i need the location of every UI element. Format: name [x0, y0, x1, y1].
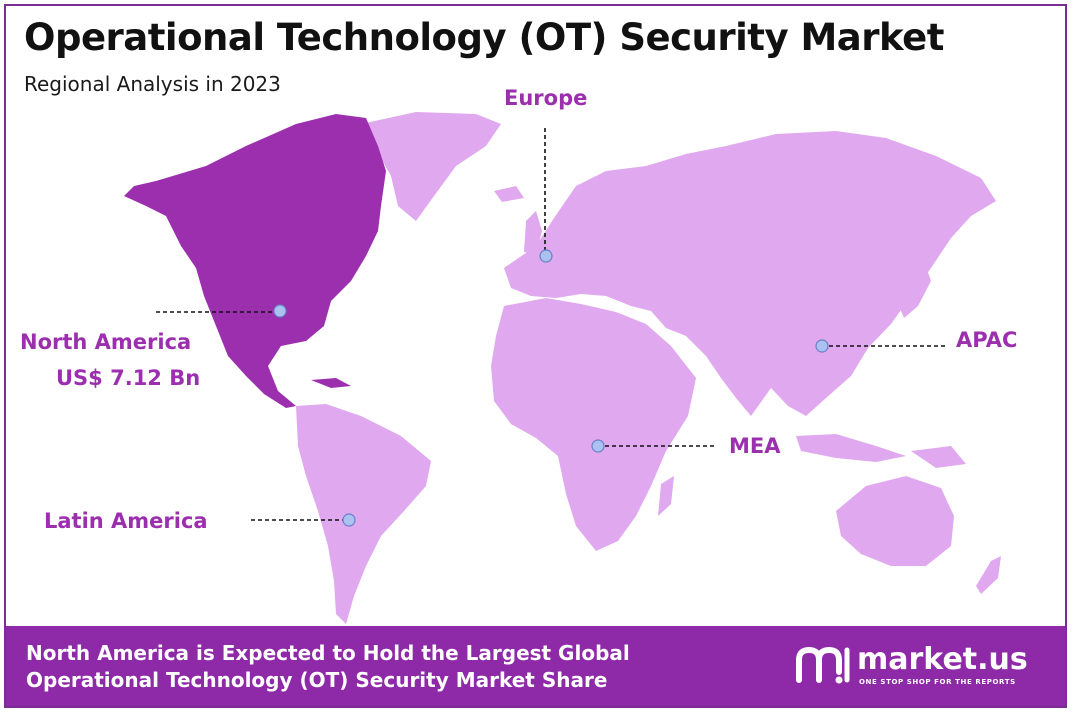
- europe-marker: [539, 249, 553, 263]
- europe-label: Europe: [504, 86, 588, 110]
- africa-shape: [491, 298, 696, 551]
- north-america-shape: [124, 114, 386, 408]
- eurasia-shape: [504, 131, 996, 416]
- new-zealand-shape: [976, 556, 1001, 594]
- north-america-label: North America: [20, 330, 192, 354]
- latin-america-shape: [296, 404, 431, 624]
- brand-tagline: ONE STOP SHOP FOR THE REPORTS: [859, 678, 1016, 686]
- mea-marker: [591, 439, 605, 453]
- north-america-value: US$ 7.12 Bn: [56, 366, 201, 390]
- new-guinea-shape: [911, 446, 966, 468]
- apac-marker: [815, 339, 829, 353]
- japan-shape: [898, 261, 931, 318]
- mea-label: MEA: [729, 434, 781, 458]
- greenland-shape: [361, 112, 501, 221]
- world-map: [124, 112, 1001, 624]
- north-america-marker: [273, 304, 287, 318]
- infographic-frame: Operational Technology (OT) Security Mar…: [4, 4, 1067, 708]
- footer-banner: North America is Expected to Hold the La…: [6, 626, 1065, 706]
- market-us-logo-icon: [796, 646, 850, 684]
- madagascar-shape: [658, 476, 674, 516]
- indonesia-shape: [796, 434, 906, 462]
- page-subtitle: Regional Analysis in 2023: [24, 72, 281, 96]
- footer-text: North America is Expected to Hold the La…: [26, 640, 630, 694]
- uk-shape: [524, 211, 542, 254]
- page-title: Operational Technology (OT) Security Mar…: [24, 16, 944, 59]
- footer-line-2: Operational Technology (OT) Security Mar…: [26, 668, 608, 692]
- iceland-shape: [494, 186, 524, 202]
- caribbean-shape: [311, 378, 351, 388]
- apac-label: APAC: [956, 328, 1018, 352]
- market-us-logo: market.us ONE STOP SHOP FOR THE REPORTS: [795, 642, 1035, 690]
- latin-america-marker: [342, 513, 356, 527]
- latin-america-label: Latin America: [44, 509, 208, 533]
- australia-shape: [836, 476, 954, 566]
- footer-line-1: North America is Expected to Hold the La…: [26, 641, 630, 665]
- brand-name: market.us: [857, 642, 1028, 677]
